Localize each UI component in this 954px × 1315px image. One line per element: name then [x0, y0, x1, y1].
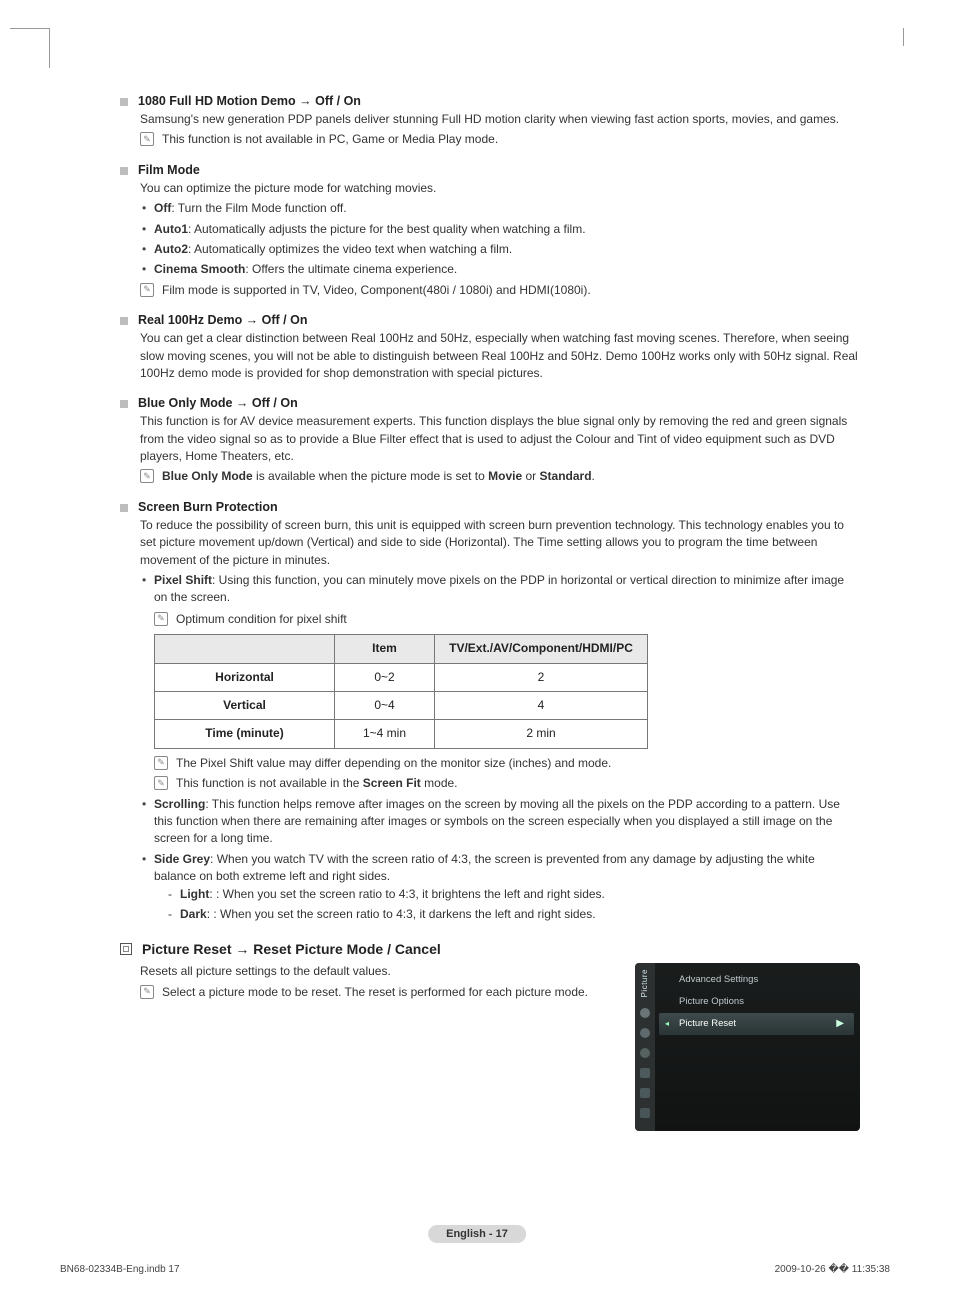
- footer-left-text: BN68-02334B-Eng.indb 17: [60, 1264, 180, 1275]
- note-row: ✎ This function is not available in PC, …: [140, 131, 860, 148]
- bullet-square-icon: [120, 504, 128, 512]
- table-header-blank: [155, 635, 335, 663]
- section-title: Screen Burn Protection: [138, 500, 278, 514]
- tv-side-icon: [640, 1048, 650, 1058]
- note-row: ✎ This function is not available in the …: [154, 775, 860, 792]
- list-item-side-grey: Side Grey: When you watch TV with the sc…: [140, 851, 860, 924]
- page-number-pill: English - 17: [428, 1225, 526, 1243]
- tv-menu-screenshot: Picture Advanced Settings Picture Option…: [635, 963, 860, 1131]
- note-text: This function is not available in PC, Ga…: [162, 132, 498, 146]
- major-title: Picture Reset → Reset Picture Mode / Can…: [142, 941, 441, 957]
- major-glyph-icon: [120, 943, 132, 955]
- list-item: Cinema Smooth: Offers the ultimate cinem…: [140, 261, 860, 278]
- table-cell: 0~2: [335, 663, 435, 691]
- tv-menu-item: Advanced Settings: [659, 969, 854, 991]
- section-title: 1080 Full HD Motion Demo → Off / On: [138, 94, 361, 108]
- chevron-right-icon: ▶: [836, 1017, 844, 1032]
- section-desc: To reduce the possibility of screen burn…: [140, 517, 860, 569]
- table-header-item: Item: [335, 635, 435, 663]
- note-row: ✎ The Pixel Shift value may differ depen…: [154, 755, 860, 772]
- tv-menu-item-selected: Picture Reset ▶: [659, 1013, 854, 1036]
- section-blue-only: Blue Only Mode → Off / On This function …: [120, 396, 860, 486]
- section-film-mode: Film Mode You can optimize the picture m…: [120, 163, 860, 299]
- major-section-header: Picture Reset → Reset Picture Mode / Can…: [120, 941, 860, 957]
- note-icon: ✎: [154, 756, 168, 770]
- table-cell: 4: [435, 691, 648, 719]
- crop-mark-tr: [903, 28, 904, 46]
- tv-menu-rows: Advanced Settings Picture Options Pictur…: [659, 969, 854, 1035]
- section-motion-demo: 1080 Full HD Motion Demo → Off / On Sams…: [120, 94, 860, 149]
- tv-side-icon: [640, 1008, 650, 1018]
- note-text: Select a picture mode to be reset. The r…: [162, 985, 588, 999]
- section-desc: Samsung's new generation PDP panels deli…: [140, 111, 860, 128]
- bullet-square-icon: [120, 317, 128, 325]
- table-header-tv: TV/Ext./AV/Component/HDMI/PC: [435, 635, 648, 663]
- tv-side-icon: [640, 1088, 650, 1098]
- list-item: Off: Turn the Film Mode function off.: [140, 200, 860, 217]
- tv-side-icon: [640, 1028, 650, 1038]
- table-row-label: Time (minute): [155, 720, 335, 748]
- sub-item-dark: Dark: : When you set the screen ratio to…: [168, 906, 860, 923]
- sub-item-light: Light: : When you set the screen ratio t…: [168, 886, 860, 903]
- tv-menu-item-label: Picture Reset: [679, 1017, 736, 1031]
- list-item: Auto2: Automatically optimizes the video…: [140, 241, 860, 258]
- tv-side-bar: Picture: [635, 963, 655, 1131]
- table-row-label: Horizontal: [155, 663, 335, 691]
- note-text: Blue Only Mode is available when the pic…: [162, 469, 595, 483]
- section-title: Blue Only Mode → Off / On: [138, 396, 298, 410]
- list-item-scrolling: Scrolling: This function helps remove af…: [140, 796, 860, 848]
- note-text: This function is not available in the Sc…: [176, 776, 458, 790]
- section-screen-burn: Screen Burn Protection To reduce the pos…: [120, 500, 860, 923]
- note-icon: ✎: [140, 283, 154, 297]
- list-item-pixel-shift: Pixel Shift: Using this function, you ca…: [140, 572, 860, 793]
- list-item: Auto1: Automatically adjusts the picture…: [140, 221, 860, 238]
- tv-menu-item: Picture Options: [659, 991, 854, 1013]
- bullet-square-icon: [120, 98, 128, 106]
- section-desc: This function is for AV device measureme…: [140, 413, 860, 465]
- note-row: ✎ Optimum condition for pixel shift: [154, 611, 860, 628]
- table-cell: 2: [435, 663, 648, 691]
- page-content: 1080 Full HD Motion Demo → Off / On Sams…: [120, 94, 860, 1133]
- footer-right-text: 2009-10-26 �� 11:35:38: [775, 1264, 890, 1275]
- note-icon: ✎: [140, 132, 154, 146]
- section-desc: Resets all picture settings to the defau…: [140, 963, 620, 980]
- section-title: Film Mode: [138, 163, 200, 177]
- section-desc: You can optimize the picture mode for wa…: [140, 180, 860, 197]
- note-text: Optimum condition for pixel shift: [176, 612, 347, 626]
- film-mode-list: Off: Turn the Film Mode function off. Au…: [140, 200, 860, 279]
- note-icon: ✎: [154, 776, 168, 790]
- section-real-100hz: Real 100Hz Demo → Off / On You can get a…: [120, 313, 860, 382]
- tv-side-label: Picture: [639, 969, 651, 997]
- pixel-shift-table: Item TV/Ext./AV/Component/HDMI/PC Horizo…: [154, 634, 648, 749]
- table-cell: 1~4 min: [335, 720, 435, 748]
- table-cell: 2 min: [435, 720, 648, 748]
- note-icon: ✎: [140, 469, 154, 483]
- crop-mark-tl: [10, 28, 50, 68]
- note-text: Film mode is supported in TV, Video, Com…: [162, 283, 591, 297]
- bullet-square-icon: [120, 400, 128, 408]
- note-text: The Pixel Shift value may differ dependi…: [176, 756, 611, 770]
- picture-reset-body: Resets all picture settings to the defau…: [140, 963, 860, 1133]
- note-row: ✎ Film mode is supported in TV, Video, C…: [140, 282, 860, 299]
- section-title: Real 100Hz Demo → Off / On: [138, 313, 307, 327]
- tv-side-icon: [640, 1068, 650, 1078]
- note-row: ✎ Select a picture mode to be reset. The…: [140, 984, 620, 1001]
- note-icon: ✎: [140, 985, 154, 999]
- note-icon: ✎: [154, 612, 168, 626]
- table-cell: 0~4: [335, 691, 435, 719]
- table-row-label: Vertical: [155, 691, 335, 719]
- bullet-square-icon: [120, 167, 128, 175]
- note-row: ✎ Blue Only Mode is available when the p…: [140, 468, 860, 485]
- tv-side-icon: [640, 1108, 650, 1118]
- section-desc: You can get a clear distinction between …: [140, 330, 860, 382]
